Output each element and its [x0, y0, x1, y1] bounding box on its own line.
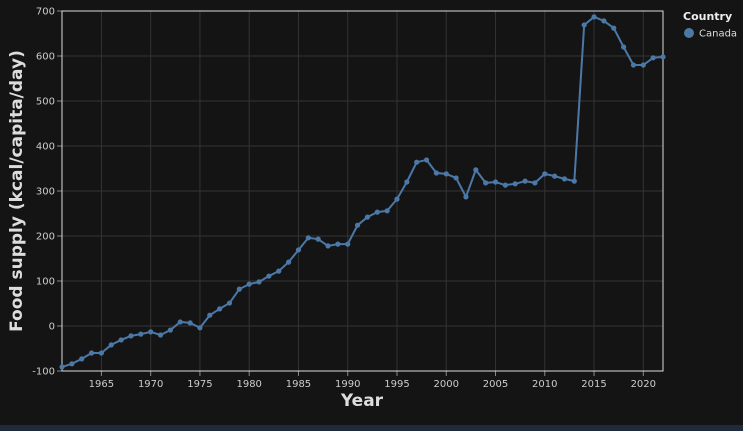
point: [88, 350, 95, 356]
plot-frame: [61, 10, 664, 372]
point: [581, 22, 587, 28]
x-tick-label: 2020: [631, 379, 656, 390]
point: [325, 243, 331, 249]
point: [423, 157, 430, 163]
point: [128, 333, 134, 339]
y-tick-label: 300: [36, 187, 55, 198]
x-tick-label: 1990: [335, 379, 360, 390]
y-tick-label: 700: [36, 7, 55, 18]
x-tick-label: 1985: [286, 379, 311, 390]
point: [226, 300, 233, 306]
point: [492, 179, 499, 185]
point: [187, 320, 193, 326]
point: [266, 273, 272, 279]
x-tick-label: 2015: [581, 379, 606, 390]
point: [473, 167, 479, 173]
point: [79, 356, 85, 362]
point: [453, 175, 459, 181]
point: [443, 171, 449, 177]
point: [384, 208, 390, 214]
x-tick-label: 1965: [89, 379, 114, 390]
point: [630, 62, 637, 68]
point: [512, 181, 518, 187]
x-tick-label: 2005: [483, 379, 508, 390]
point: [502, 182, 508, 188]
legend-title: Country: [683, 10, 732, 23]
y-axis-title: Food supply (kcal/capita/day): [7, 50, 27, 332]
point: [542, 171, 548, 177]
point: [374, 209, 380, 215]
point: [59, 364, 65, 370]
point: [207, 312, 213, 318]
point: [591, 14, 597, 20]
point: [295, 247, 302, 253]
y-tick-label: 600: [36, 52, 55, 63]
point: [108, 342, 114, 348]
point: [315, 236, 321, 242]
point: [236, 286, 242, 292]
point: [148, 329, 154, 335]
legend-label: Canada: [699, 29, 737, 40]
y-tick-label: -100: [32, 367, 55, 378]
y-tick-label: 100: [36, 277, 55, 288]
point: [276, 268, 282, 274]
point: [177, 319, 183, 325]
x-tick-label: 1980: [236, 379, 261, 390]
point: [167, 327, 173, 333]
point: [118, 337, 124, 343]
y-tick-label: 0: [49, 322, 55, 333]
point: [433, 170, 439, 176]
point: [157, 332, 164, 338]
y-tick-label: 400: [36, 142, 55, 153]
point: [286, 259, 292, 265]
y-tick-label: 500: [36, 97, 55, 108]
point: [256, 279, 262, 285]
x-tick-label: 1995: [384, 379, 409, 390]
x-tick-label: 1970: [138, 379, 163, 390]
y-tick-label: 200: [36, 232, 55, 243]
point: [98, 350, 105, 356]
bottom-bar: [0, 425, 743, 431]
point: [463, 194, 469, 200]
point: [305, 235, 311, 241]
point: [483, 180, 489, 186]
point: [217, 306, 223, 312]
point: [69, 361, 75, 367]
point: [561, 176, 568, 182]
x-tick-label: 1975: [187, 379, 212, 390]
point: [522, 178, 528, 184]
x-tick-label: 2000: [434, 379, 459, 390]
point: [414, 159, 420, 165]
point: [246, 281, 252, 287]
point: [650, 55, 656, 61]
point: [620, 44, 627, 50]
point: [354, 222, 361, 228]
point: [601, 18, 607, 24]
point: [660, 54, 666, 60]
point: [611, 25, 617, 31]
legend-symbol: [684, 28, 694, 38]
point: [404, 179, 410, 185]
x-tick-label: 2010: [532, 379, 557, 390]
point: [552, 173, 558, 179]
point: [394, 196, 400, 202]
point: [345, 241, 351, 247]
point: [571, 178, 577, 184]
point: [197, 325, 203, 331]
point: [138, 331, 144, 337]
x-axis-title: Year: [340, 391, 384, 411]
point: [364, 214, 371, 220]
point: [640, 62, 646, 68]
point: [335, 241, 341, 247]
point: [532, 180, 538, 186]
